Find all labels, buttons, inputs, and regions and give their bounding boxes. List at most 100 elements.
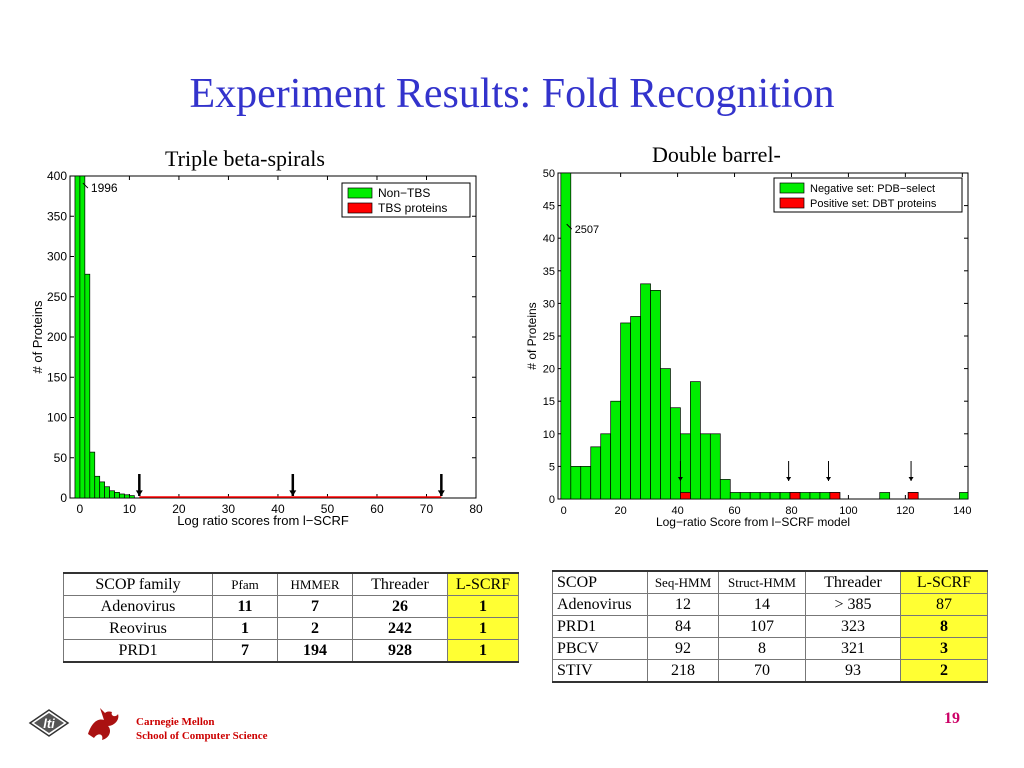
legend-swatch	[347, 187, 373, 199]
footer-line2: School of Computer Science	[136, 730, 268, 742]
x-tick-label: 60	[370, 502, 384, 516]
bar-green	[610, 400, 621, 500]
y-tick-label: 150	[47, 370, 67, 384]
x-tick-label: 80	[469, 502, 483, 516]
table-row: Adenovirus 11 7 26 1	[63, 595, 519, 618]
lti-logo-text: lti	[43, 716, 55, 731]
annotation-pointer	[566, 223, 573, 230]
y-tick-label: 0	[60, 491, 67, 505]
annotation-label: 2507	[575, 224, 599, 236]
x-tick-label: 0	[77, 502, 84, 516]
table-header-cell: L-SCRF	[447, 572, 519, 596]
table-row: PRD1 84 107 323 8	[552, 615, 988, 638]
table-cell: 14	[718, 593, 806, 616]
annotation-pointer	[82, 182, 89, 189]
table-cell: 11	[212, 595, 278, 618]
table-cell: 3	[900, 637, 988, 660]
arrowhead-icon	[135, 490, 143, 496]
x-tick-label: 60	[728, 505, 740, 517]
bar-green	[819, 492, 831, 500]
bar-green	[79, 175, 86, 499]
table-header-cell: Threader	[352, 572, 448, 596]
legend-swatch	[779, 197, 805, 209]
table-row: Reovirus 1 2 242 1	[63, 617, 519, 640]
chart2-title: Double barrel-	[652, 142, 781, 167]
bar-green	[759, 492, 771, 500]
y-tick-label: 45	[543, 201, 555, 213]
table-cell: 2	[277, 617, 353, 640]
bar-green	[749, 492, 761, 500]
y-tick-label: 0	[549, 494, 555, 506]
plot-area	[69, 175, 477, 499]
bar-green	[769, 492, 781, 500]
table-row: PBCV 92 8 321 3	[552, 637, 988, 660]
table-cell: 218	[647, 659, 719, 683]
x-tick-label: 40	[671, 505, 683, 517]
y-tick-label: 35	[543, 266, 555, 278]
table-cell: 87	[900, 593, 988, 616]
bar-green	[89, 451, 96, 499]
x-tick-label: 100	[839, 505, 857, 517]
y-tick-label: 350	[47, 209, 67, 223]
table-cell: Adenovirus	[552, 593, 648, 616]
table-cell: 12	[647, 593, 719, 616]
y-axis-label: # of Proteins	[30, 300, 45, 373]
x-tick-label: 20	[172, 502, 186, 516]
legend-label: Positive set: DBT proteins	[810, 198, 937, 210]
table-header-cell: Seq-HMM	[647, 570, 719, 594]
table-cell: 928	[352, 639, 448, 663]
table-header-cell: SCOP	[552, 570, 648, 594]
lti-logo-icon: lti	[28, 709, 70, 737]
legend-swatch	[347, 202, 373, 214]
y-tick-label: 20	[543, 364, 555, 376]
arrowhead-icon	[786, 477, 792, 481]
bar-green	[670, 407, 681, 500]
table-cell: 107	[718, 615, 806, 638]
legend-box	[773, 177, 963, 213]
annotation-label: 1996	[91, 181, 118, 195]
bar-green	[129, 495, 135, 499]
x-tick-label: 30	[222, 502, 236, 516]
table-header-cell: HMMER	[277, 572, 353, 596]
bar-green	[570, 466, 582, 500]
x-tick-label: 80	[785, 505, 797, 517]
bar-red	[789, 492, 801, 500]
table-cell: 26	[352, 595, 448, 618]
y-axis-label: # of Proteins	[525, 302, 539, 369]
bar-green	[109, 490, 115, 499]
y-tick-label: 50	[54, 451, 68, 465]
table-header-row: SCOP family Pfam HMMER Threader L-SCRF	[63, 572, 519, 596]
legend-label: TBS proteins	[378, 201, 447, 215]
bar-green	[74, 175, 81, 499]
y-tick-label: 15	[543, 396, 555, 408]
table-row: STIV 218 70 93 2	[552, 659, 988, 683]
bar-green	[580, 466, 592, 500]
bar-green	[959, 492, 969, 500]
bar-green	[879, 492, 891, 500]
table-cell: 323	[805, 615, 901, 638]
bar-green	[119, 493, 125, 499]
y-tick-label: 30	[543, 298, 555, 310]
bar-green	[104, 486, 110, 499]
bar-green	[114, 492, 120, 499]
bar-green	[739, 492, 751, 500]
slide-title: Experiment Results: Fold Recognition	[189, 71, 835, 117]
table-row: Adenovirus 12 14 > 385 87	[552, 593, 988, 616]
table-cell: 1	[447, 595, 519, 618]
bar-green	[809, 492, 821, 500]
table2-results: SCOP Seq-HMM Struct-HMM Threader L-SCRF Adeno…	[552, 570, 988, 683]
table-header-cell: Threader	[805, 570, 901, 594]
y-tick-label: 40	[543, 233, 555, 245]
y-tick-label: 200	[47, 330, 67, 344]
chart2-histogram: 0 20 40 60 80 100 120 140 0 5 10 15 20 25 30 35 40 45 50 25…	[525, 168, 971, 529]
table-cell: STIV	[552, 659, 648, 683]
table1-results: SCOP family Pfam HMMER Threader L-SCRF Adenov…	[63, 572, 519, 663]
x-axis-label: Log ratio scores from l−SCRF	[177, 513, 349, 528]
table-cell: PBCV	[552, 637, 648, 660]
table-cell: 84	[647, 615, 719, 638]
arrowhead-icon	[908, 477, 914, 481]
footer-institution: Carnegie Mellon School of Computer Scien…	[136, 715, 267, 743]
y-tick-label: 250	[47, 290, 67, 304]
bar-green	[729, 492, 741, 500]
arrowhead-icon	[437, 490, 445, 496]
